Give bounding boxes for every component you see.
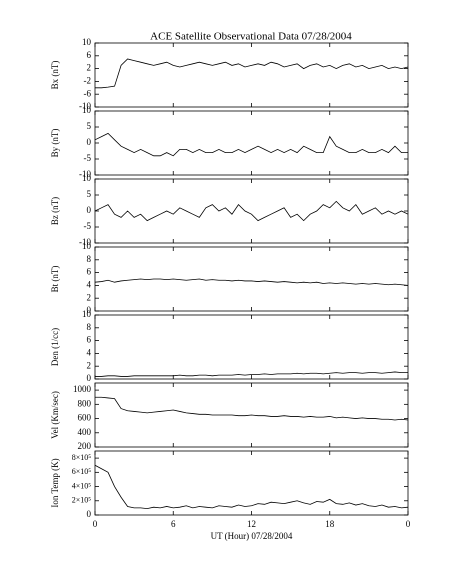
y-tick-label: 200 bbox=[78, 441, 92, 451]
x-tick-label: 18 bbox=[325, 519, 335, 529]
y-tick-label: 2 bbox=[87, 292, 92, 302]
y-tick-label: 6 bbox=[87, 50, 92, 60]
y-tick-label: 8 bbox=[87, 254, 92, 264]
y-tick-label: 10 bbox=[82, 37, 92, 47]
data-line bbox=[94, 132, 408, 157]
y-axis-label: Den (1/cc) bbox=[50, 328, 60, 366]
x-tick-label: 0 bbox=[406, 519, 411, 529]
y-tick-label: 2×10⁵ bbox=[72, 496, 92, 505]
data-line bbox=[95, 58, 409, 89]
y-tick-label: 2 bbox=[87, 63, 92, 73]
y-tick-label: 8×10⁵ bbox=[72, 453, 92, 462]
y-tick-label: 5 bbox=[87, 121, 92, 131]
data-line bbox=[94, 200, 409, 222]
y-tick-label: 5 bbox=[87, 189, 92, 199]
y-tick-label: 6×10⁵ bbox=[72, 467, 92, 476]
data-line bbox=[94, 278, 409, 286]
y-axis-label: Ion Temp (K) bbox=[50, 458, 60, 507]
y-tick-label: -6 bbox=[84, 88, 92, 98]
y-tick-label: 600 bbox=[78, 413, 92, 423]
y-tick-label: 4 bbox=[87, 279, 92, 289]
y-tick-label: 0 bbox=[87, 305, 92, 315]
y-tick-label: 8 bbox=[87, 322, 92, 332]
y-tick-label: 1000 bbox=[73, 384, 92, 394]
y-tick-label: -2 bbox=[84, 75, 92, 85]
y-tick-label: 0 bbox=[87, 205, 92, 215]
y-axis-label: Bx (nT) bbox=[50, 61, 60, 90]
y-tick-label: 0 bbox=[87, 137, 92, 147]
chart-title: ACE Satellite Observational Data 07/28/2… bbox=[150, 31, 352, 43]
y-tick-label: -5 bbox=[84, 153, 92, 163]
y-tick-label: -10 bbox=[79, 101, 91, 111]
y-tick-label: 4×10⁵ bbox=[72, 481, 92, 490]
x-tick-label: 0 bbox=[93, 519, 98, 529]
data-line bbox=[95, 371, 408, 377]
x-axis-label: UT (Hour) 07/28/2004 bbox=[211, 531, 293, 541]
y-axis-label: Bz (nT) bbox=[50, 197, 60, 225]
y-axis-label: Bt (nT) bbox=[50, 266, 60, 293]
y-tick-label: 6 bbox=[87, 267, 92, 277]
y-tick-label: 6 bbox=[87, 335, 92, 345]
y-tick-label: 10 bbox=[82, 173, 92, 183]
y-tick-label: 10 bbox=[82, 105, 92, 115]
data-line bbox=[94, 464, 409, 510]
y-tick-label: 4 bbox=[87, 347, 92, 357]
y-tick-label: -10 bbox=[79, 169, 91, 179]
y-tick-label: 400 bbox=[78, 427, 92, 437]
data-line bbox=[95, 396, 409, 421]
y-tick-label: -10 bbox=[79, 237, 91, 247]
y-tick-label: 2 bbox=[87, 360, 92, 370]
y-tick-label: 800 bbox=[78, 398, 92, 408]
y-axis-label: Vel (Km/sec) bbox=[50, 391, 60, 439]
y-tick-label: 0 bbox=[87, 509, 92, 519]
y-tick-label: 10 bbox=[82, 309, 92, 319]
y-tick-label: 0 bbox=[87, 373, 92, 383]
y-tick-label: -5 bbox=[84, 221, 92, 231]
x-tick-label: 12 bbox=[247, 519, 256, 529]
y-tick-label: 10 bbox=[82, 241, 92, 251]
y-axis-label: By (nT) bbox=[50, 129, 60, 158]
x-tick-label: 6 bbox=[171, 519, 176, 529]
